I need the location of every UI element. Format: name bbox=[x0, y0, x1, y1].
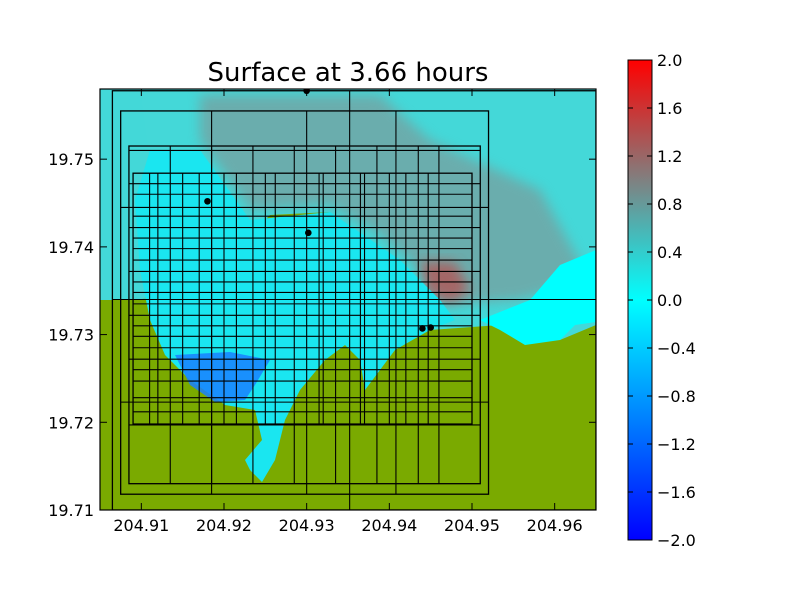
y-tick-label: 19.74 bbox=[48, 238, 94, 257]
gauge-markers bbox=[204, 89, 434, 332]
gauge-point bbox=[305, 229, 312, 237]
y-tick-label: 19.75 bbox=[48, 150, 94, 169]
east-coast-water bbox=[480, 250, 596, 345]
colorbar-tick-label: 0.0 bbox=[657, 291, 682, 310]
x-tick-label: 204.93 bbox=[279, 516, 335, 535]
amr-patch-outline bbox=[128, 145, 481, 485]
gauge-point bbox=[204, 197, 211, 205]
colorbar-ticks: −2.0 −1.6 −1.2 −0.8 −0.4 0.0 0.4 0.8 1.2 1.6 2.0 bbox=[628, 51, 696, 550]
y-tick-label: 19.73 bbox=[48, 326, 94, 345]
x-tick-label: 204.96 bbox=[527, 516, 583, 535]
x-tick-label: 204.92 bbox=[196, 516, 252, 535]
gauge-point bbox=[419, 325, 426, 332]
amr-patch-outline bbox=[120, 110, 490, 495]
bay-water bbox=[135, 150, 455, 482]
colorbar-tick-label: 1.2 bbox=[657, 147, 682, 166]
colorbar-tick-label: 1.6 bbox=[657, 99, 682, 118]
colorbar-tick-label: −1.6 bbox=[657, 483, 696, 502]
colorbar-tick-label: 0.8 bbox=[657, 195, 682, 214]
plot-frame bbox=[99, 88, 597, 511]
colorbar-tick-label: −0.4 bbox=[657, 339, 696, 358]
colorbar-tick-label: −1.2 bbox=[657, 435, 696, 454]
y-axis: 19.71 19.72 19.73 19.74 19.75 bbox=[48, 150, 596, 520]
colorbar-tick-label: 0.4 bbox=[657, 243, 682, 262]
x-tick-label: 204.94 bbox=[361, 516, 417, 535]
colorbar-tick-label: −0.8 bbox=[657, 387, 696, 406]
x-tick-label: 204.95 bbox=[444, 516, 500, 535]
surge-plume bbox=[200, 95, 590, 305]
y-tick-label: 19.72 bbox=[48, 413, 94, 432]
y-tick-label: 19.71 bbox=[48, 501, 94, 520]
x-axis: 204.91 204.92 204.93 204.94 204.95 204.96 bbox=[113, 89, 583, 535]
chart-title: Surface at 3.66 hours bbox=[208, 58, 489, 88]
amr-patch-outline bbox=[132, 172, 473, 425]
colorbar-tick-label: 2.0 bbox=[657, 51, 682, 70]
amr-grid-lines bbox=[111, 90, 596, 510]
gauge-point bbox=[427, 324, 434, 331]
plot-area bbox=[100, 89, 596, 510]
colorbar: −2.0 −1.6 −1.2 −0.8 −0.4 0.0 0.4 0.8 1.2 1.6 2.0 bbox=[627, 51, 696, 550]
colorbar-tick-label: −2.0 bbox=[657, 531, 696, 550]
x-tick-label: 204.91 bbox=[113, 516, 169, 535]
